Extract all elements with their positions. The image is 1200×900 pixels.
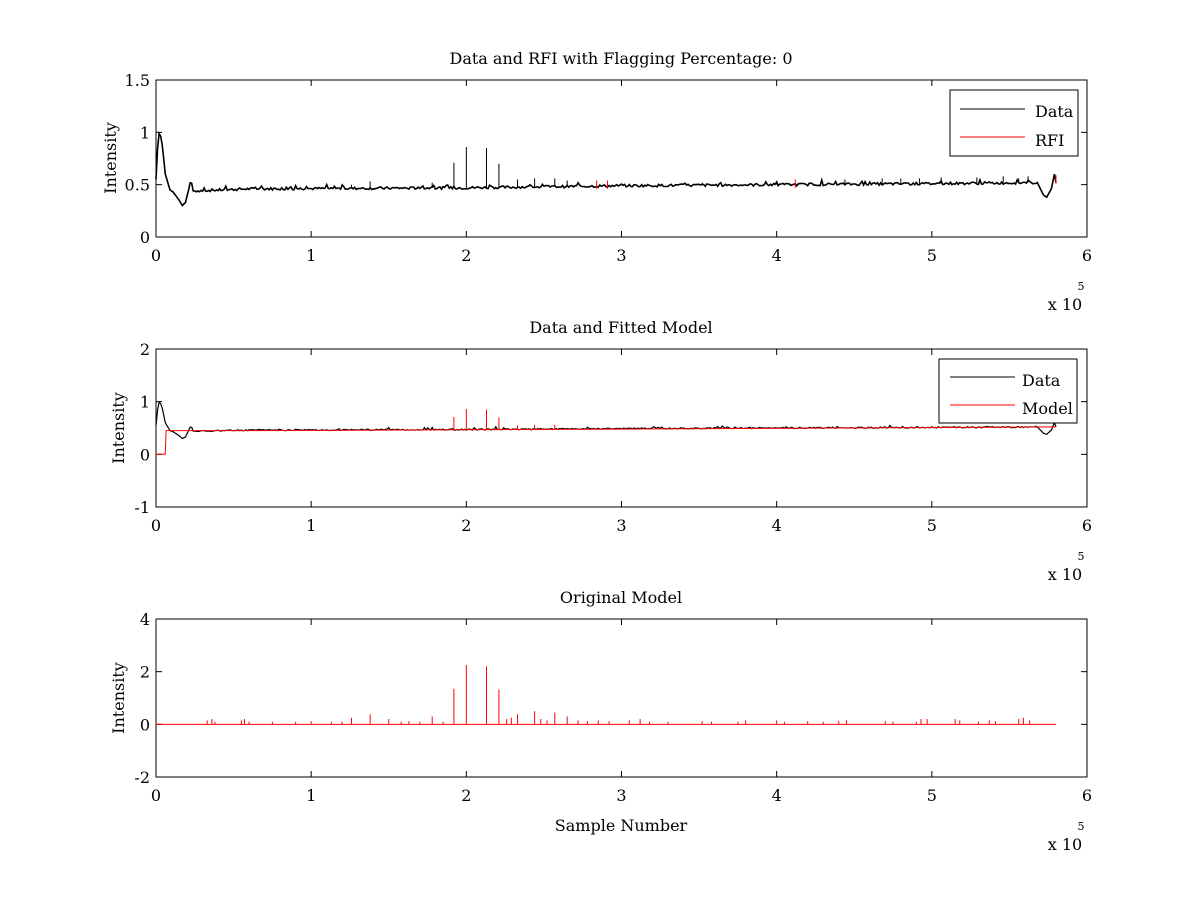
- panel3-x-tick-label: 5: [927, 786, 937, 805]
- panel1-plot-area: 0 1 2 3 4 5 6 0 0.5 1 1.5: [125, 71, 1093, 265]
- panel1-legend: Data RFI: [949, 89, 1079, 157]
- panel2-x-exponent-base: x 10: [1048, 565, 1082, 584]
- panel2-x-tick-label: 6: [1082, 516, 1092, 535]
- panel1-legend-data-label: Data: [1035, 102, 1074, 121]
- panel1-y-tick-label: 1: [140, 123, 150, 142]
- panel1-data-series: [155, 131, 1057, 207]
- panel3-x-tick-label: 0: [151, 786, 161, 805]
- panel3-x-tick-label: 4: [772, 786, 782, 805]
- panel1-y-tick-label: 0.5: [125, 176, 150, 195]
- panel3-title: Original Model: [560, 588, 682, 607]
- panel1-x-tick-label: 1: [306, 246, 316, 265]
- panel-data-rfi: Data and RFI with Flagging Percentage: 0…: [101, 49, 1092, 314]
- panel3-x-tick-label: 2: [461, 786, 471, 805]
- panel2-x-tick-label: 1: [306, 516, 316, 535]
- panel1-x-exponent-power: 5: [1078, 280, 1085, 293]
- panel3-x-tick-label: 6: [1082, 786, 1092, 805]
- panel1-y-tick-label: 0: [140, 228, 150, 247]
- panel2-model-series: [156, 426, 1057, 455]
- panel2-x-tick-label: 2: [461, 516, 471, 535]
- panel3-y-tick-label: -2: [134, 768, 150, 787]
- panel1-x-tick-label: 6: [1082, 246, 1092, 265]
- panel3-y-tick-label: 0: [140, 715, 150, 734]
- panel1-x-tick-label: 3: [616, 246, 626, 265]
- panel2-x-tick-label: 5: [927, 516, 937, 535]
- panel3-x-exponent-power: 5: [1078, 820, 1085, 833]
- panel3-x-exponent-base: x 10: [1048, 835, 1082, 854]
- panel3-x-tick-label: 1: [306, 786, 316, 805]
- panel2-y-tick-label: 0: [140, 445, 150, 464]
- panel-original-model: Original Model Intensity Sample Number x…: [109, 588, 1092, 854]
- panel2-title: Data and Fitted Model: [529, 318, 712, 337]
- panel3-y-tick-label: 2: [140, 663, 150, 682]
- panel1-legend-rfi-label: RFI: [1035, 131, 1064, 150]
- panel2-legend-box: [938, 358, 1078, 424]
- panel2-legend: Data Model: [938, 358, 1078, 424]
- panel-data-model: Data and Fitted Model Intensity x 10 5 0…: [109, 318, 1092, 584]
- panel1-ylabel: Intensity: [101, 122, 120, 194]
- panel1-legend-box: [949, 89, 1079, 157]
- panel3-y-tick-label: 4: [140, 610, 150, 629]
- panel2-y-tick-label: 2: [140, 340, 150, 359]
- panel2-y-tick-label: 1: [140, 393, 150, 412]
- panel1-x-tick-label: 2: [461, 246, 471, 265]
- panel2-x-tick-label: 3: [616, 516, 626, 535]
- panel2-legend-model-label: Model: [1022, 399, 1073, 418]
- panel3-ylabel: Intensity: [109, 662, 128, 734]
- panel1-x-tick-label: 5: [927, 246, 937, 265]
- panel2-ylabel: Intensity: [109, 392, 128, 464]
- panel2-legend-data-label: Data: [1022, 371, 1061, 390]
- panel1-y-tick-label: 1.5: [125, 71, 150, 90]
- panel3-xlabel: Sample Number: [555, 816, 688, 835]
- panel2-x-exponent-power: 5: [1078, 550, 1085, 563]
- panel1-title: Data and RFI with Flagging Percentage: 0: [449, 49, 792, 68]
- panel2-x-tick-label: 4: [772, 516, 782, 535]
- panel2-x-tick-label: 0: [151, 516, 161, 535]
- panel1-x-exponent-base: x 10: [1048, 295, 1082, 314]
- panel2-y-tick-label: -1: [134, 498, 150, 517]
- panel1-x-tick-label: 0: [151, 246, 161, 265]
- panel1-x-tick-label: 4: [772, 246, 782, 265]
- panel3-x-tick-label: 3: [616, 786, 626, 805]
